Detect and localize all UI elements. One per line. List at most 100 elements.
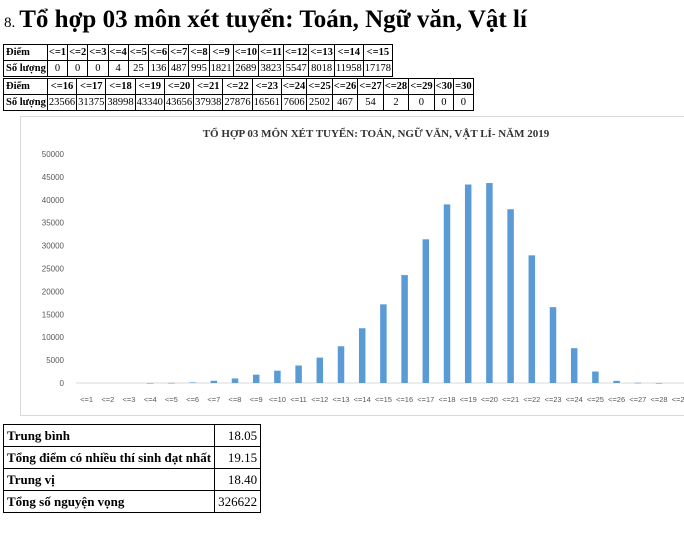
score-cell: <=26: [331, 78, 359, 95]
score-cell: <=6: [147, 44, 170, 61]
bar: [443, 204, 451, 383]
score-cell: <=20: [163, 78, 195, 95]
count-cell: 23566: [46, 94, 78, 111]
y-tick-label: 50000: [42, 150, 65, 159]
x-tick-label: <=8: [229, 395, 242, 404]
count-cell: 11958: [333, 60, 364, 77]
score-table-1: Điểm <=1 <=2 <=3 <=4 <=5 <=6 <=7 <=8 <=9 <=10 <=11 <…: [3, 44, 394, 77]
score-cell: <=3: [87, 44, 109, 61]
stats-row: Trung bình 18.05: [2, 424, 262, 447]
count-cell: 43340: [134, 94, 165, 111]
stats-label: Tổng số nguyện vọng: [2, 490, 216, 513]
x-tick-label: <=29: [672, 395, 684, 404]
bar: [316, 357, 324, 383]
bar: [464, 184, 472, 383]
count-cell: 136: [147, 60, 170, 77]
score-cell: <=9: [208, 44, 234, 61]
x-tick-label: <=13: [332, 395, 349, 404]
y-tick-label: 10000: [42, 333, 65, 342]
score-cell: <=15: [362, 44, 394, 61]
stats-value: 18.05: [214, 424, 262, 447]
score-cell: <=22: [222, 78, 253, 95]
count-cell: 0: [408, 94, 435, 111]
bar: [528, 255, 536, 383]
bar: [549, 307, 557, 383]
count-cell: 25: [127, 60, 149, 77]
stats-label: Trung vị: [2, 468, 216, 491]
row-label-score: Điểm: [3, 78, 48, 95]
score-cell: <=24: [280, 78, 308, 95]
score-cell: <30: [433, 78, 455, 95]
x-tick-label: <=23: [544, 395, 561, 404]
x-tick-label: <=14: [354, 395, 371, 404]
y-tick-label: 20000: [42, 287, 65, 296]
bar: [486, 183, 493, 383]
x-tick-label: <=1: [80, 395, 93, 404]
x-tick-label: <=18: [438, 395, 455, 404]
chart-title: TỔ HỢP 03 MÔN XÉT TUYỂN: TOÁN, NGỮ VĂN, …: [203, 127, 550, 140]
count-cell: 0: [87, 60, 109, 77]
x-tick-label: <=7: [207, 395, 220, 404]
count-cell: 5547: [282, 60, 310, 77]
bar: [252, 374, 260, 383]
count-cell: 0: [67, 60, 89, 77]
count-cell: 8018: [308, 60, 335, 77]
score-cell: <=10: [232, 44, 260, 61]
row-label-count: Số lượng: [3, 94, 48, 111]
section-number: 8.: [4, 15, 16, 31]
count-cell: 467: [331, 94, 359, 111]
x-tick-label: <=5: [165, 395, 178, 404]
bar: [295, 365, 302, 383]
x-tick-label: <=20: [481, 395, 498, 404]
x-tick-label: <=28: [650, 395, 667, 404]
y-tick-label: 35000: [42, 219, 65, 228]
count-cell: 3823: [258, 60, 284, 77]
stats-value: 326622: [214, 490, 262, 513]
score-cell: <=25: [306, 78, 333, 95]
count-row: Số lượng 23566 31375 38998 43340 43656 37938 27…: [3, 94, 474, 111]
section-title: Tổ hợp 03 môn xét tuyển: Toán, Ngữ văn, …: [19, 6, 527, 33]
score-cell: <=12: [282, 44, 310, 61]
x-tick-label: <=19: [460, 395, 477, 404]
count-cell: 37938: [193, 94, 224, 111]
bar: [592, 371, 599, 383]
stats-value: 19.15: [214, 446, 262, 469]
y-tick-label: 45000: [42, 173, 65, 182]
x-tick-label: <=21: [502, 395, 519, 404]
count-cell: 54: [357, 94, 384, 111]
score-cell: <=8: [188, 44, 210, 61]
score-cell: <=7: [168, 44, 190, 61]
row-label-count: Số lượng: [3, 60, 48, 77]
x-tick-label: <=27: [629, 395, 646, 404]
score-cell: <=11: [258, 44, 284, 61]
score-cell: <=29: [408, 78, 435, 95]
score-row: Điểm <=16 <=17 <=18 <=19 <=20 <=21 <=22 <=23 <=24…: [3, 78, 474, 95]
x-tick-label: <=3: [123, 395, 136, 404]
score-cell: <=21: [193, 78, 224, 95]
y-tick-label: 5000: [46, 356, 64, 365]
x-tick-label: <=24: [566, 395, 583, 404]
count-cell: 2: [382, 94, 410, 111]
bar: [146, 382, 154, 384]
count-cell: 1821: [208, 60, 234, 77]
y-tick-label: 40000: [42, 196, 65, 205]
bar: [189, 382, 196, 383]
x-tick-label: <=25: [587, 395, 604, 404]
count-cell: 487: [168, 60, 190, 77]
chart-container: TỔ HỢP 03 MÔN XÉT TUYỂN: TOÁN, NGỮ VĂN, …: [20, 116, 684, 416]
score-cell: <=13: [308, 44, 335, 61]
stats-label: Tổng điểm có nhiều thí sinh đạt nhất: [2, 446, 216, 469]
score-cell: <=18: [105, 78, 136, 95]
score-cell: <=27: [357, 78, 384, 95]
count-cell: 16561: [251, 94, 282, 111]
x-tick-label: <=4: [144, 395, 157, 404]
score-cell: <=5: [127, 44, 149, 61]
count-cell: 27876: [222, 94, 253, 111]
bar: [168, 382, 175, 384]
count-cell: 43656: [163, 94, 195, 111]
summary-stats-table: Trung bình 18.05 Tổng điểm có nhiều thí si…: [2, 424, 262, 513]
score-cell: <=2: [67, 44, 89, 61]
score-cell: <=19: [134, 78, 165, 95]
bar: [401, 275, 408, 383]
count-cell: 0: [453, 94, 474, 111]
